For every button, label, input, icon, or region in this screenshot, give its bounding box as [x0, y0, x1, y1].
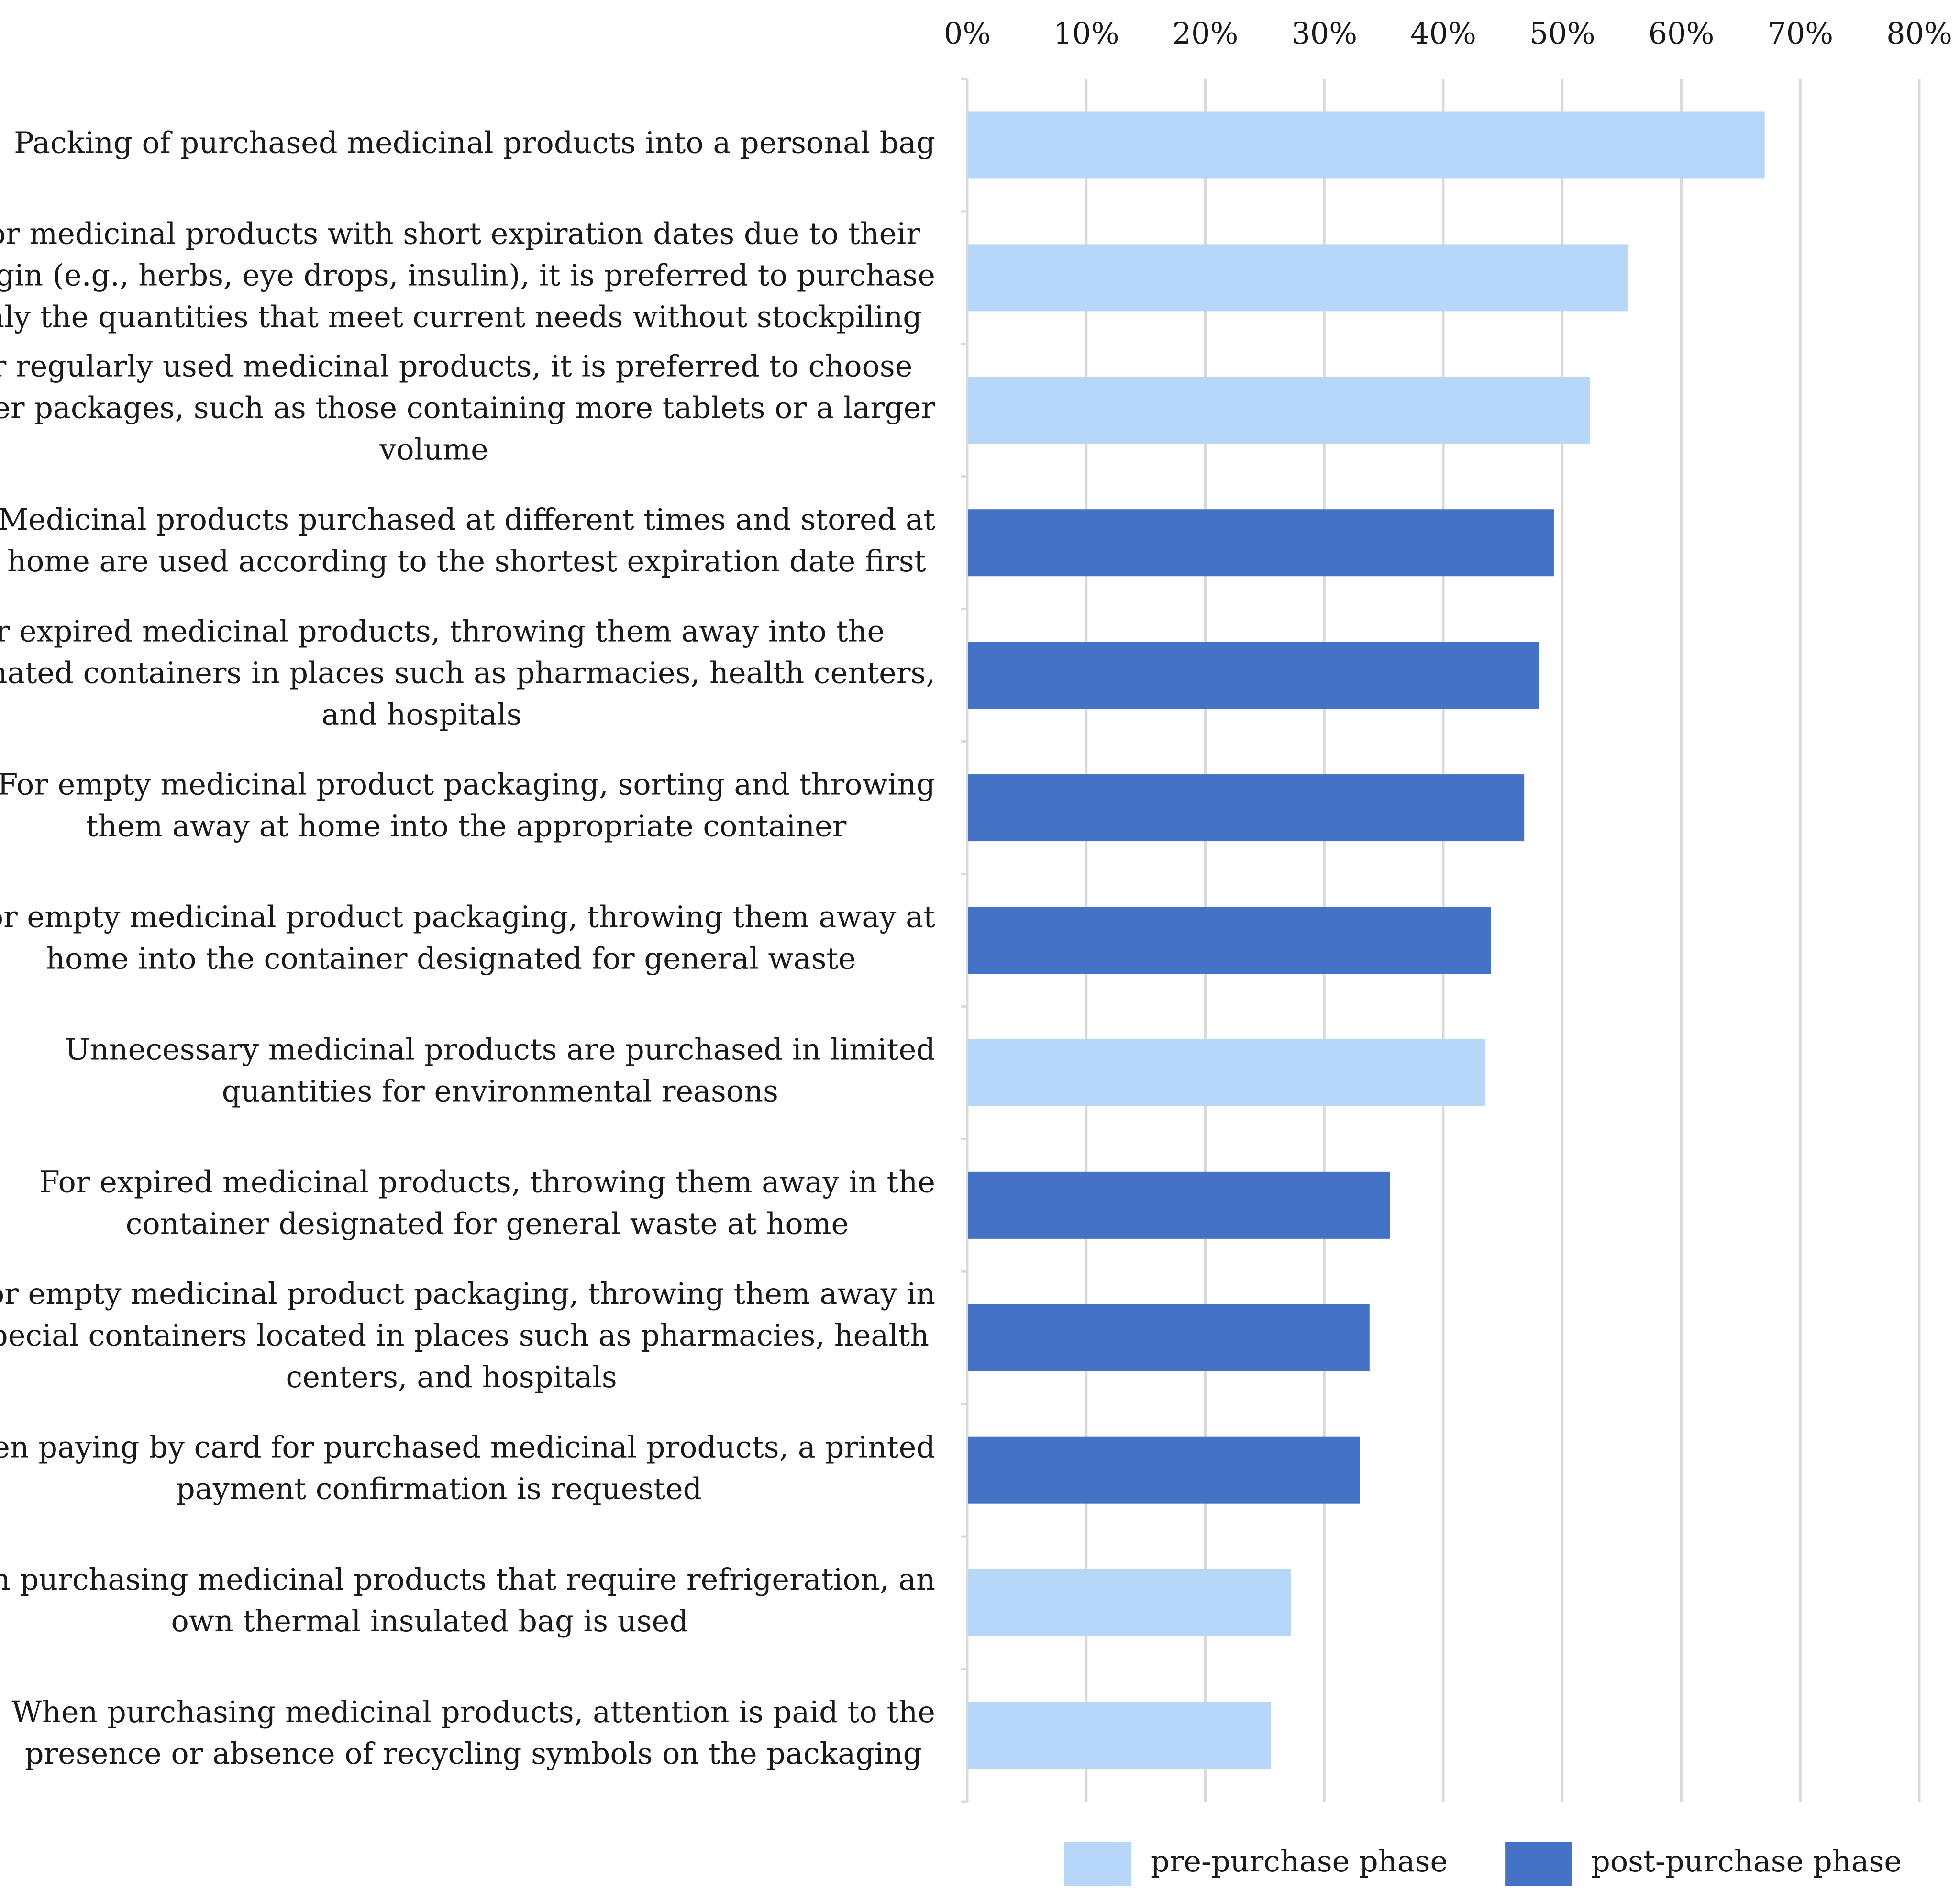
category-labels: Packing of purchased medicinal products …	[0, 125, 935, 1771]
x-tick-label: 10%	[1053, 16, 1119, 51]
x-tick-label: 0%	[944, 16, 991, 51]
category-label-line: When purchasing medicinal products, atte…	[11, 1694, 935, 1729]
legend-swatch	[1505, 1842, 1572, 1886]
category-label: When purchasing medicinal products, atte…	[11, 1694, 935, 1771]
x-tick-label: 50%	[1529, 16, 1595, 51]
bar	[968, 377, 1590, 444]
category-label-line: own thermal insulated bag is used	[171, 1603, 688, 1638]
x-tick-label: 20%	[1173, 16, 1239, 51]
category-label: For medicinal products with short expira…	[0, 216, 935, 334]
category-label-line: For medicinal products with short expira…	[0, 216, 920, 251]
category-label-line: When purchasing medicinal products that …	[0, 1562, 935, 1597]
category-label-line: larger packages, such as those containin…	[0, 390, 935, 425]
legend-label: pre-purchase phase	[1151, 1844, 1448, 1879]
category-label-line: centers, and hospitals	[286, 1359, 617, 1394]
legend-swatch	[1064, 1842, 1131, 1886]
bar	[968, 907, 1491, 974]
bar	[968, 1304, 1370, 1371]
category-label-line: payment confirmation is requested	[176, 1471, 702, 1506]
bar	[968, 509, 1554, 577]
category-label: Unnecessary medicinal products are purch…	[65, 1032, 935, 1109]
category-label-line: origin (e.g., herbs, eye drops, insulin)…	[0, 257, 935, 292]
category-label-line: presence or absence of recycling symbols…	[25, 1736, 922, 1771]
category-label: For empty medicinal product packaging, s…	[0, 767, 935, 844]
category-label-line: them away at home into the appropriate c…	[86, 809, 847, 844]
x-tick-label: 60%	[1649, 16, 1715, 51]
axis: 0% 10% 20% 30% 40% 50% 60% 70% 80%	[944, 16, 1952, 1803]
category-label: When paying by card for purchased medici…	[0, 1429, 935, 1506]
category-label-line: Unnecessary medicinal products are purch…	[65, 1032, 935, 1067]
legend-label: post-purchase phase	[1591, 1844, 1902, 1879]
category-label: Medicinal products purchased at differen…	[0, 502, 935, 579]
x-tick-label: 40%	[1410, 16, 1476, 51]
category-label-line: When paying by card for purchased medici…	[0, 1429, 935, 1464]
legend-item: post-purchase phase	[1505, 1842, 1902, 1886]
category-label: For regularly used medicinal products, i…	[0, 348, 935, 467]
category-label-line: For empty medicinal product packaging, t…	[0, 1276, 935, 1311]
category-label-line: home into the container designated for g…	[46, 941, 856, 976]
category-label: Packing of purchased medicinal products …	[14, 125, 935, 160]
category-label: For expired medicinal products, throwing…	[0, 613, 935, 732]
legend: pre-purchase phase post-purchase phase	[1064, 1842, 1902, 1886]
legend-item: pre-purchase phase	[1064, 1842, 1448, 1886]
bar	[968, 774, 1525, 842]
category-label-line: volume	[379, 432, 488, 467]
bar	[968, 642, 1539, 709]
category-label-line: quantities for environmental reasons	[222, 1074, 778, 1109]
category-label-line: special containers located in places suc…	[0, 1318, 929, 1353]
category-label-line: For empty medicinal product packaging, t…	[0, 900, 935, 935]
category-label-line: home are used according to the shortest …	[7, 544, 926, 579]
category-label-line: container designated for general waste a…	[126, 1206, 849, 1241]
bars	[968, 111, 1765, 1769]
bar	[968, 1702, 1271, 1769]
x-tick-label: 80%	[1886, 16, 1952, 51]
bar	[968, 1569, 1291, 1636]
category-label: For expired medicinal products, throwing…	[39, 1164, 935, 1241]
category-label-line: only the quantities that meet current ne…	[0, 299, 922, 334]
category-label: For empty medicinal product packaging, t…	[0, 900, 935, 976]
bar	[968, 111, 1765, 179]
category-label-line: For regularly used medicinal products, i…	[0, 348, 912, 383]
bar	[968, 1039, 1485, 1106]
x-tick-label: 70%	[1767, 16, 1833, 51]
category-label-line: and hospitals	[321, 697, 521, 732]
category-label-line: designated containers in places such as …	[0, 655, 935, 690]
category-label-line: Packing of purchased medicinal products …	[14, 125, 935, 160]
category-label-line: For empty medicinal product packaging, s…	[0, 767, 935, 802]
category-label: When purchasing medicinal products that …	[0, 1562, 935, 1638]
bar	[968, 244, 1628, 312]
category-label-line: For expired medicinal products, throwing…	[0, 613, 885, 648]
bar	[968, 1171, 1390, 1239]
category-label-line: Medicinal products purchased at differen…	[0, 502, 935, 537]
bar	[968, 1436, 1360, 1504]
category-label: For empty medicinal product packaging, t…	[0, 1276, 935, 1394]
x-tick-label: 30%	[1291, 16, 1357, 51]
category-label-line: For expired medicinal products, throwing…	[39, 1164, 935, 1199]
